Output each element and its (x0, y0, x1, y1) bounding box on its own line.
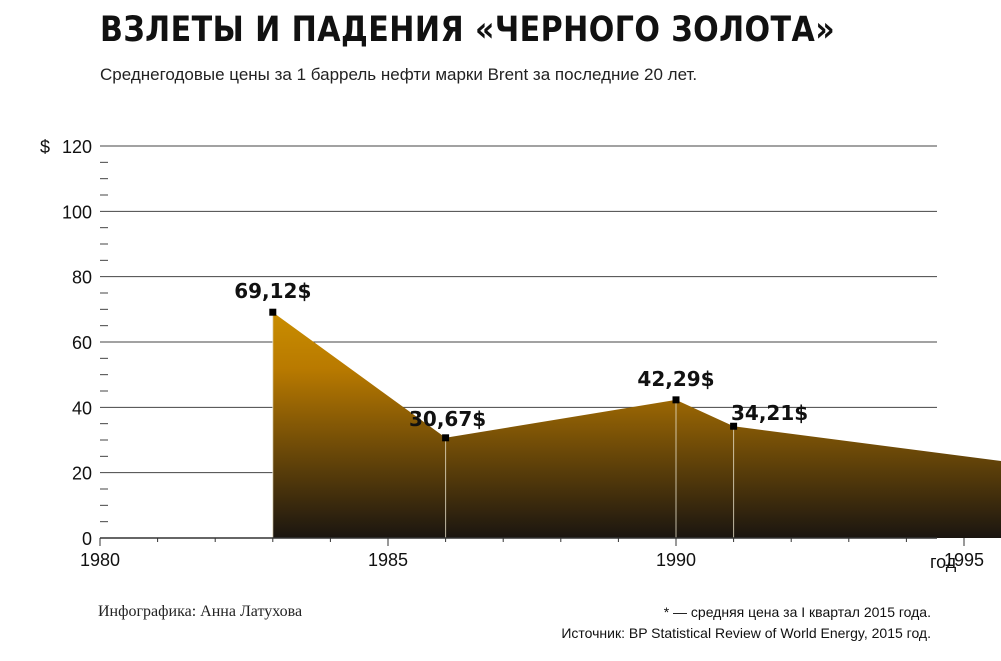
y-tick-label-80: 80 (72, 268, 92, 288)
data-label-2: 42,29$ (637, 367, 714, 391)
data-point-1 (442, 434, 450, 442)
x-tick-label-1980: 1980 (80, 550, 120, 570)
y-tick-label-40: 40 (72, 398, 92, 418)
price-area (272, 312, 1001, 538)
x-tick-label-1985: 1985 (368, 550, 408, 570)
footnote: * — средняя цена за I квартал 2015 года. (663, 604, 931, 620)
data-label-1: 30,67$ (409, 407, 486, 431)
x-axis-label: год (930, 552, 957, 572)
chart-subtitle: Среднегодовые цены за 1 баррель нефти ма… (100, 65, 698, 84)
chart-title: ВЗЛЕТЫ И ПАДЕНИЯ «ЧЕРНОГО ЗОЛОТА» (100, 10, 836, 50)
data-label-0: 69,12$ (234, 279, 311, 303)
data-point-0 (269, 308, 277, 316)
data-point-2 (672, 396, 680, 404)
y-tick-label-120: 120 (62, 137, 92, 157)
infographic-credit: Инфографика: Анна Латухова (98, 603, 303, 620)
y-tick-label-100: 100 (62, 202, 92, 222)
y-tick-label-60: 60 (72, 333, 92, 353)
y-axis-label: $ (40, 137, 50, 157)
x-tick-label-1990: 1990 (656, 550, 696, 570)
y-tick-label-20: 20 (72, 464, 92, 484)
x-tick-label-1995: 1995 (944, 550, 984, 570)
data-point-3 (730, 422, 738, 430)
source-note: Источник: BP Statistical Review of World… (561, 625, 931, 641)
data-label-3: 34,21$ (731, 401, 808, 425)
y-tick-label-0: 0 (82, 529, 92, 549)
